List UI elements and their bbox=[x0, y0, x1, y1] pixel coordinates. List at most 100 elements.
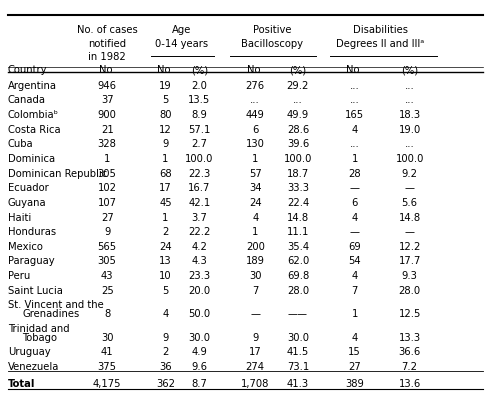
Text: 57.1: 57.1 bbox=[188, 125, 211, 135]
Text: 28: 28 bbox=[349, 169, 361, 179]
Text: 54: 54 bbox=[349, 256, 361, 267]
Text: 4.9: 4.9 bbox=[191, 347, 207, 358]
Text: 130: 130 bbox=[246, 139, 265, 149]
Text: 21: 21 bbox=[101, 125, 113, 135]
Text: No. of cases: No. of cases bbox=[77, 25, 137, 35]
Text: No.: No. bbox=[157, 66, 174, 75]
Text: 4: 4 bbox=[352, 125, 358, 135]
Text: 29.2: 29.2 bbox=[287, 81, 309, 91]
Text: 9.6: 9.6 bbox=[191, 362, 207, 372]
Text: 28.6: 28.6 bbox=[287, 125, 309, 135]
Text: 1: 1 bbox=[104, 154, 110, 164]
Text: —: — bbox=[350, 183, 360, 193]
Text: 100.0: 100.0 bbox=[185, 154, 214, 164]
Text: Colombiaᵇ: Colombiaᵇ bbox=[8, 110, 58, 120]
Text: 6: 6 bbox=[352, 198, 358, 208]
Text: 30.0: 30.0 bbox=[287, 333, 309, 343]
Text: 389: 389 bbox=[345, 379, 364, 389]
Text: Uruguay: Uruguay bbox=[8, 347, 50, 358]
Text: 276: 276 bbox=[246, 81, 265, 91]
Text: 100.0: 100.0 bbox=[395, 154, 424, 164]
Text: 13: 13 bbox=[159, 256, 172, 267]
Text: Bacilloscopy: Bacilloscopy bbox=[241, 39, 303, 49]
Text: 43: 43 bbox=[101, 271, 113, 281]
Text: 9.3: 9.3 bbox=[402, 271, 417, 281]
Text: 28.0: 28.0 bbox=[399, 286, 421, 296]
Text: 39.6: 39.6 bbox=[287, 139, 309, 149]
Text: 1: 1 bbox=[352, 309, 358, 319]
Text: —: — bbox=[405, 183, 414, 193]
Text: 69.8: 69.8 bbox=[287, 271, 309, 281]
Text: 69: 69 bbox=[348, 242, 361, 252]
Text: Dominica: Dominica bbox=[8, 154, 55, 164]
Text: —: — bbox=[250, 309, 260, 319]
Text: 1: 1 bbox=[252, 154, 258, 164]
Text: Dominican Republic: Dominican Republic bbox=[8, 169, 107, 179]
Text: 8: 8 bbox=[104, 309, 110, 319]
Text: Honduras: Honduras bbox=[8, 227, 56, 237]
Text: ...: ... bbox=[350, 96, 359, 105]
Text: 14.8: 14.8 bbox=[399, 213, 421, 222]
Text: 14.8: 14.8 bbox=[287, 213, 309, 222]
Text: Venezuela: Venezuela bbox=[8, 362, 59, 372]
Text: 7: 7 bbox=[252, 286, 258, 296]
Text: 9: 9 bbox=[104, 227, 110, 237]
Text: (%): (%) bbox=[191, 66, 208, 75]
Text: 5: 5 bbox=[162, 286, 168, 296]
Text: 41: 41 bbox=[101, 347, 113, 358]
Text: 13.3: 13.3 bbox=[399, 333, 421, 343]
Text: 41.5: 41.5 bbox=[287, 347, 309, 358]
Text: 36: 36 bbox=[159, 362, 172, 372]
Text: 2.0: 2.0 bbox=[191, 81, 207, 91]
Text: 25: 25 bbox=[101, 286, 113, 296]
Text: 4,175: 4,175 bbox=[93, 379, 121, 389]
Text: 27: 27 bbox=[348, 362, 361, 372]
Text: ...: ... bbox=[350, 139, 359, 149]
Text: 11.1: 11.1 bbox=[287, 227, 309, 237]
Text: Tobago: Tobago bbox=[22, 333, 57, 343]
Text: 1: 1 bbox=[252, 227, 258, 237]
Text: 18.3: 18.3 bbox=[399, 110, 421, 120]
Text: 189: 189 bbox=[246, 256, 265, 267]
Text: St. Vincent and the: St. Vincent and the bbox=[8, 300, 104, 310]
Text: 17.7: 17.7 bbox=[398, 256, 421, 267]
Text: 1: 1 bbox=[162, 154, 168, 164]
Text: 12.5: 12.5 bbox=[398, 309, 421, 319]
Text: 305: 305 bbox=[98, 256, 116, 267]
Text: Mexico: Mexico bbox=[8, 242, 43, 252]
Text: No.: No. bbox=[247, 66, 264, 75]
Text: 17: 17 bbox=[159, 183, 172, 193]
Text: 20.0: 20.0 bbox=[189, 286, 211, 296]
Text: ...: ... bbox=[250, 96, 260, 105]
Text: 900: 900 bbox=[98, 110, 116, 120]
Text: 9.2: 9.2 bbox=[402, 169, 417, 179]
Text: 30.0: 30.0 bbox=[189, 333, 210, 343]
Text: 0-14 years: 0-14 years bbox=[155, 39, 208, 49]
Text: 30: 30 bbox=[249, 271, 262, 281]
Text: ...: ... bbox=[405, 96, 414, 105]
Text: 274: 274 bbox=[246, 362, 265, 372]
Text: 4.2: 4.2 bbox=[191, 242, 207, 252]
Text: 9: 9 bbox=[162, 333, 168, 343]
Text: ...: ... bbox=[405, 139, 414, 149]
Text: Age: Age bbox=[172, 25, 191, 35]
Text: 305: 305 bbox=[98, 169, 116, 179]
Text: —: — bbox=[350, 227, 360, 237]
Text: Total: Total bbox=[8, 379, 35, 389]
Text: Degrees II and IIIᵃ: Degrees II and IIIᵃ bbox=[336, 39, 425, 49]
Text: Costa Rica: Costa Rica bbox=[8, 125, 60, 135]
Text: 4.3: 4.3 bbox=[191, 256, 207, 267]
Text: 946: 946 bbox=[98, 81, 117, 91]
Text: 8.9: 8.9 bbox=[191, 110, 207, 120]
Text: 107: 107 bbox=[98, 198, 117, 208]
Text: 7: 7 bbox=[352, 286, 358, 296]
Text: Disabilities: Disabilities bbox=[353, 25, 408, 35]
Text: 4: 4 bbox=[352, 333, 358, 343]
Text: 9: 9 bbox=[162, 139, 168, 149]
Text: Saint Lucia: Saint Lucia bbox=[8, 286, 62, 296]
Text: 6: 6 bbox=[252, 125, 258, 135]
Text: 8.7: 8.7 bbox=[191, 379, 207, 389]
Text: 15: 15 bbox=[348, 347, 361, 358]
Text: Ecuador: Ecuador bbox=[8, 183, 49, 193]
Text: Guyana: Guyana bbox=[8, 198, 46, 208]
